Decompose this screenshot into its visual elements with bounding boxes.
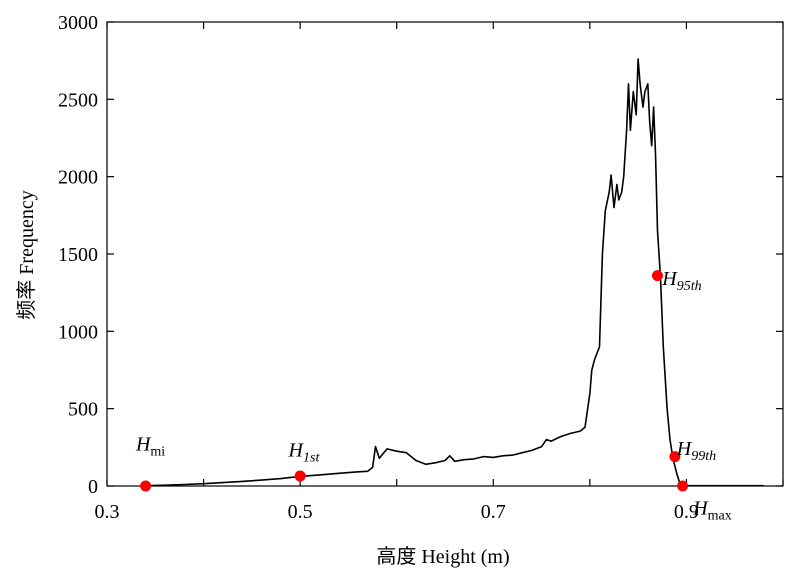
plot-frame <box>106 21 784 487</box>
plot-border <box>106 21 784 487</box>
y-tick-label: 2500 <box>58 89 98 111</box>
annotation-label: Hmax <box>692 498 732 524</box>
annotation-subscript: mi <box>150 444 165 459</box>
annotation-label: H95th <box>661 268 701 294</box>
x-tick-label: 0.9 <box>674 501 699 523</box>
annotation-label: H99th <box>676 438 716 464</box>
markers-group <box>140 270 689 492</box>
y-tick-label: 1000 <box>58 321 98 343</box>
series-line <box>145 58 764 487</box>
x-tick-label: 0.5 <box>288 501 313 523</box>
series-group <box>145 58 764 487</box>
annotation-subscript: 95th <box>677 279 702 294</box>
annotation-base: H <box>661 268 678 290</box>
x-tick-label: 0.3 <box>95 501 120 523</box>
marker-point <box>669 451 681 463</box>
marker-point <box>677 480 689 492</box>
marker-point <box>140 480 152 492</box>
annotation-base: H <box>288 440 305 462</box>
y-tick-label: 0 <box>88 476 98 498</box>
x-tick-label: 0.7 <box>481 501 506 523</box>
marker-point <box>651 270 663 282</box>
x-axis-ticks: 0.3 0.5 0.7 0.9 <box>95 22 784 523</box>
y-axis-ticks: 0 500 1000 1500 2000 2500 3000 <box>58 12 783 498</box>
annotation-label: H1st <box>288 440 321 466</box>
annotation-base: H <box>135 433 152 455</box>
y-tick-label: 3000 <box>58 12 98 34</box>
marker-point <box>294 470 306 482</box>
y-tick-label: 1500 <box>58 244 98 266</box>
annotation-label: Hmi <box>135 433 165 459</box>
y-tick-label: 500 <box>68 399 98 421</box>
annotation-subscript: max <box>708 509 732 524</box>
annotation-subscript: 1st <box>303 451 320 466</box>
y-tick-label: 2000 <box>58 167 98 189</box>
annotation-base: H <box>692 498 709 520</box>
y-axis-title: 频率 Frequency <box>15 190 38 319</box>
annotation-base: H <box>676 438 693 460</box>
annotation-subscript: 99th <box>691 449 716 464</box>
x-axis-title: 高度 Height (m) <box>376 545 509 568</box>
